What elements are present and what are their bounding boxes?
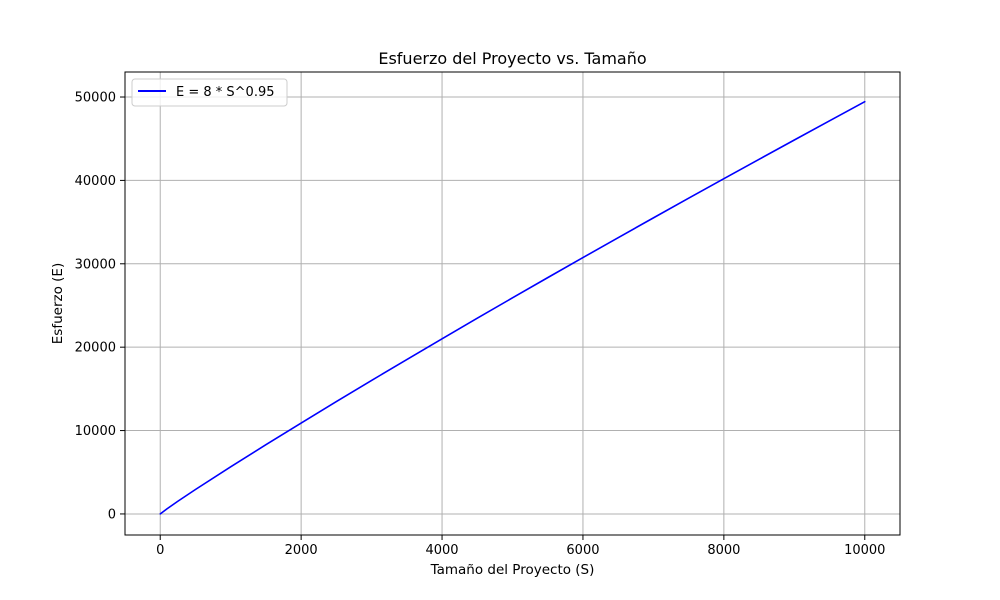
tick-layer: 0 2000 4000 6000 8000 10000 0 10000 20000 30000 40… <box>75 91 886 558</box>
y-tick-label: 10000 <box>75 424 116 439</box>
y-axis-label: Esfuerzo (E) <box>50 263 66 344</box>
series-layer <box>159 100 866 515</box>
y-tick-label: 20000 <box>75 341 116 356</box>
plot-area-frame <box>124 71 901 536</box>
x-tick-label: 10000 <box>844 543 885 558</box>
x-axis-label: Tamaño del Proyecto (S) <box>430 562 595 578</box>
legend-box <box>131 78 288 107</box>
x-tick-label: 4000 <box>425 543 458 558</box>
series-line <box>159 100 866 515</box>
x-tick-label: 0 <box>156 543 164 558</box>
grid-layer <box>125 72 900 535</box>
y-tick-label: 40000 <box>75 174 116 189</box>
x-tick-label: 6000 <box>566 543 599 558</box>
y-tick-label: 0 <box>108 507 116 522</box>
legend-label: E = 8 * S^0.95 <box>176 85 275 100</box>
legend: E = 8 * S^0.95 <box>131 78 288 107</box>
x-tick-label: 2000 <box>285 543 318 558</box>
y-tick-label: 30000 <box>75 257 116 272</box>
x-tick-label: 8000 <box>707 543 740 558</box>
y-tick-label: 50000 <box>75 91 116 106</box>
chart-title: Esfuerzo del Proyecto vs. Tamaño <box>378 49 646 68</box>
